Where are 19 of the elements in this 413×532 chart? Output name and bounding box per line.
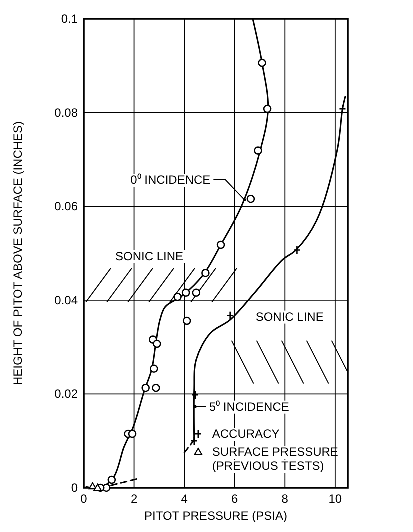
x-tick-label: 2	[130, 492, 138, 506]
y-tick-label: 0.04	[54, 293, 78, 308]
x-tick-label: 6	[232, 492, 239, 506]
y-tick-label: 0.06	[54, 200, 78, 214]
y-tick-label: 0.1	[61, 12, 78, 26]
x-tick-label: 0	[80, 492, 88, 506]
x-tick-label: 4	[181, 492, 188, 506]
annotation: SONIC LINE	[256, 310, 324, 324]
legend-label: ACCURACY	[212, 427, 280, 442]
x-tick-label: 8	[282, 492, 289, 506]
y-axis-title: HEIGHT OF PITOT ABOVE SURFACE (INCHES)	[11, 121, 25, 386]
y-tick-label: 0	[71, 481, 78, 495]
x-axis-title: PITOT PRESSURE (PSIA)	[144, 509, 288, 523]
annotation: 5⁰ INCIDENCE	[209, 400, 290, 414]
y-tick-label: 0.02	[54, 387, 78, 402]
y-tick-label: 0.08	[54, 106, 78, 120]
annotation: SONIC LINE	[116, 249, 184, 264]
annotation: 0⁰ INCIDENCE	[130, 173, 211, 188]
x-tick-label: 10	[328, 492, 342, 506]
